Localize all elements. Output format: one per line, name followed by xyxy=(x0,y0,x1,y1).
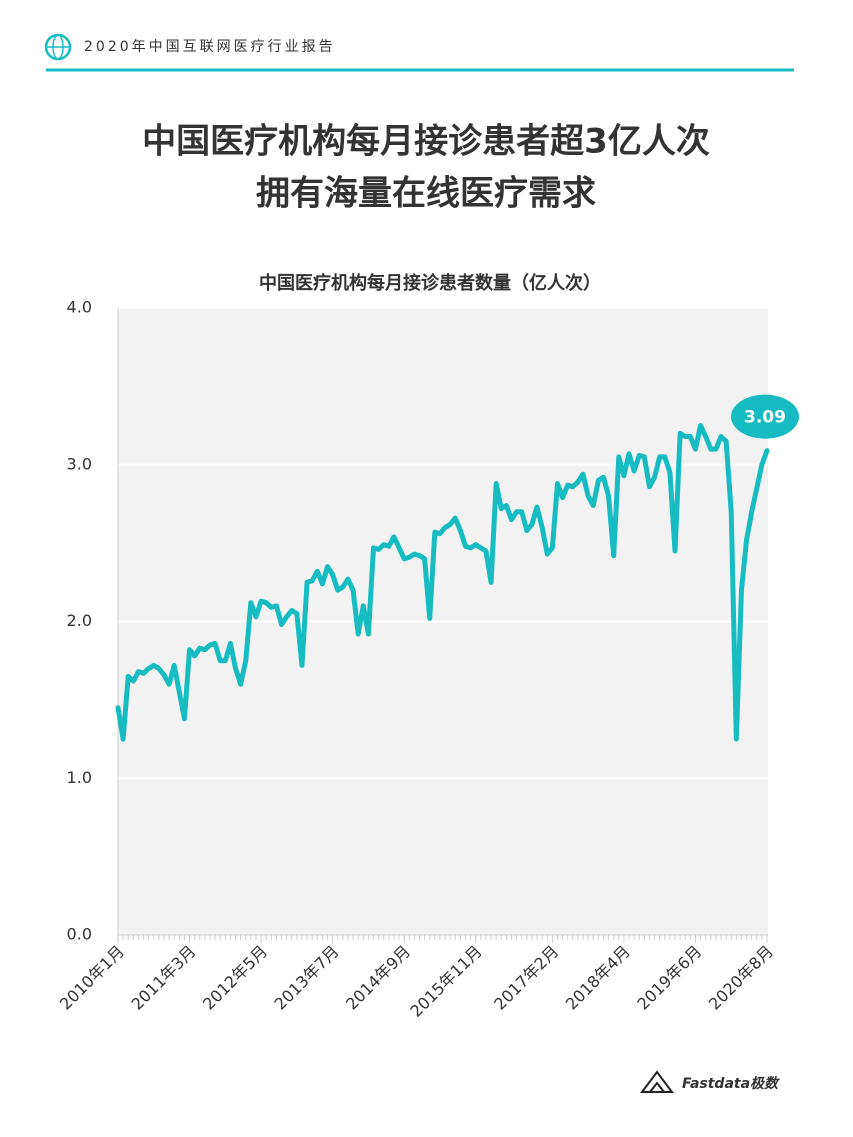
plot: 0.0 1.0 2.0 3.0 4.0 2010年1月 2011年3月 2012年5月 2013… xyxy=(56,298,799,1021)
value-label: 3.09 xyxy=(744,408,786,428)
footer-brand: Fastdata极数 xyxy=(682,1075,780,1092)
headline: 拥有海量在线医疗需求 xyxy=(256,174,596,214)
x-tick-label: 2011年3月 xyxy=(127,942,199,1014)
x-tick-label: 2020年8月 xyxy=(705,942,777,1014)
chart-title: 中国医疗机构每月接诊患者数量（亿人次） xyxy=(259,272,601,294)
y-tick-label: 0.0 xyxy=(67,925,92,944)
y-tick-label: 4.0 xyxy=(67,298,92,317)
value-badge xyxy=(731,394,799,439)
x-tick-label: 2012年5月 xyxy=(199,942,271,1014)
x-tick-label: 2018年4月 xyxy=(562,942,634,1014)
headline: 中国医疗机构每月接诊患者超3亿人次 xyxy=(142,122,710,162)
y-tick-label: 1.0 xyxy=(67,768,92,787)
y-tick-label: 2.0 xyxy=(67,611,92,630)
x-tick-label: 2019年6月 xyxy=(633,942,705,1014)
line xyxy=(115,423,770,742)
header-title: 2020年中国互联网医疗行业报告 xyxy=(84,39,336,55)
y-tick-label: 3.0 xyxy=(67,454,92,473)
x-tick-label: 2014年9月 xyxy=(342,942,414,1014)
x-tick-label: 2017年2月 xyxy=(490,942,562,1014)
x-tick-label: 2010年1月 xyxy=(56,942,128,1014)
footer-logo xyxy=(640,1070,674,1093)
x-tick-label: 2013年7月 xyxy=(271,942,343,1014)
x-tick-label: 2015年11月 xyxy=(406,942,485,1021)
